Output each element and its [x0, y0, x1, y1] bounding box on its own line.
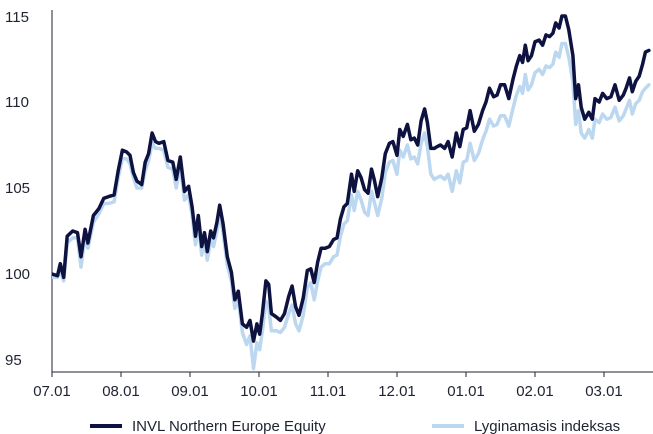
- x-tick-label: 03.01: [585, 383, 623, 400]
- legend: INVL Northern Europe Equity Lyginamasis …: [90, 418, 620, 434]
- x-tick-label: 02.01: [516, 383, 554, 400]
- y-tick-label: 115: [5, 9, 29, 26]
- x-tick-label: 08.01: [102, 383, 140, 400]
- x-tick-label: 11.01: [310, 383, 346, 400]
- x-tick-label: 10.01: [240, 383, 278, 400]
- x-tick-label: 01.01: [447, 383, 485, 400]
- y-tick-label: 105: [5, 180, 30, 197]
- series-line-invl-northern-europe-equity: [52, 14, 651, 343]
- legend-label-benchmark: Lyginamasis indeksas: [474, 418, 620, 434]
- y-tick-label: 95: [5, 352, 22, 369]
- legend-label-invl: INVL Northern Europe Equity: [132, 418, 326, 434]
- x-axis-labels: 07.01 08.01 09.01 10.01 11.01 12.01 01.0…: [33, 383, 623, 400]
- x-tick-label: 09.01: [171, 383, 209, 400]
- y-axis-labels: 95 100 105 110 115: [5, 9, 30, 369]
- x-axis-ticks: [51, 372, 605, 377]
- x-tick-label: 07.01: [33, 383, 71, 400]
- y-tick-label: 110: [5, 94, 29, 111]
- y-tick-label: 100: [5, 266, 30, 283]
- series-line-lyginamasis-indeksas: [52, 41, 651, 371]
- x-tick-label: 12.01: [378, 383, 416, 400]
